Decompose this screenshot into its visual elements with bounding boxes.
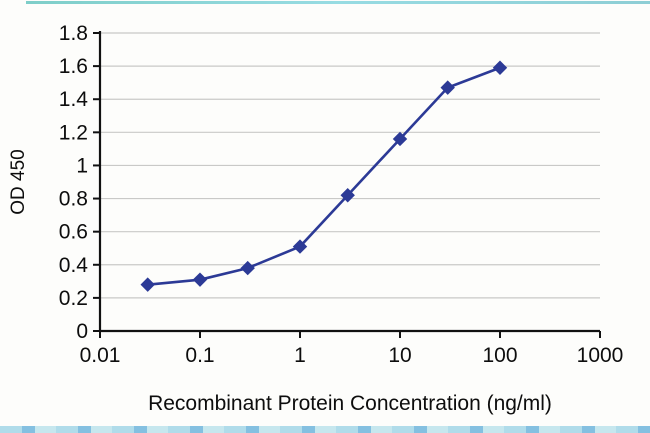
data-point-marker (240, 260, 255, 276)
x-tick-label: 1000 (577, 344, 624, 367)
y-tick-label: 0.6 (59, 221, 88, 244)
axes-layer (98, 31, 600, 333)
data-point-marker (140, 277, 155, 292)
series-layer (140, 60, 508, 292)
y-tick-label: 1.8 (59, 22, 88, 45)
y-tick-label: 0.2 (59, 287, 88, 310)
data-point-marker (492, 60, 508, 75)
y-tick-label: 1.2 (59, 121, 88, 144)
data-point-marker (340, 188, 355, 203)
data-point-marker (392, 131, 408, 147)
series-line (146, 66, 502, 286)
y-axis-label: OD 450 (8, 149, 29, 214)
data-point-marker (192, 272, 208, 287)
y-tick-label: 1.6 (59, 55, 88, 78)
ticks-layer (93, 32, 601, 338)
data-point-marker (440, 80, 455, 95)
y-tick-label: 1.4 (59, 88, 89, 111)
x-axis-label: Recombinant Protein Concentration (ng/ml… (148, 392, 552, 415)
x-tick-label: 1 (294, 344, 306, 367)
tick-labels-layer: 0 0.2 0.4 0.6 0.8 1 1.2 1.4 1.6 1.8 0.01 0.1 1 10 100 1… (59, 22, 624, 367)
y-tick-label: 1 (76, 154, 88, 177)
x-tick-label: 0.01 (80, 344, 121, 367)
gridlines-layer (100, 32, 600, 299)
data-point-marker (292, 239, 308, 254)
y-tick-label: 0 (76, 320, 88, 343)
x-tick-label: 0.1 (185, 344, 214, 367)
y-tick-label: 0.8 (59, 188, 88, 211)
x-tick-label: 10 (388, 344, 411, 367)
x-tick-label: 100 (482, 344, 517, 367)
y-tick-label: 0.4 (59, 254, 89, 277)
